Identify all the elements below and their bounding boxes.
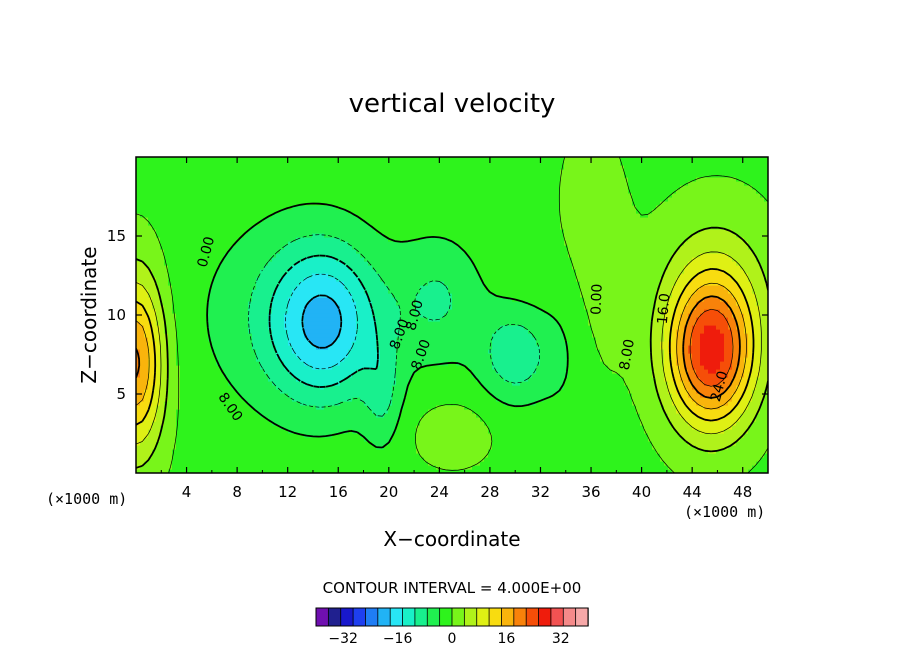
contour-label: 0.00 bbox=[195, 235, 219, 269]
x-unit-label: (×1000 m) bbox=[684, 503, 765, 521]
x-tick-label: 20 bbox=[379, 483, 398, 501]
contour-label: 16.0 bbox=[655, 293, 674, 325]
colorbar-swatch bbox=[575, 607, 589, 627]
chart-title: vertical velocity bbox=[349, 89, 556, 119]
colorbar-swatch bbox=[365, 607, 379, 627]
colorbar-swatch bbox=[463, 607, 478, 627]
colorbar-tick-label: 32 bbox=[552, 631, 570, 647]
colorbar-swatch bbox=[389, 607, 404, 627]
contour-line-12 bbox=[136, 251, 762, 445]
contour-line-neg16 bbox=[301, 294, 343, 349]
contour-line-28 bbox=[689, 308, 734, 387]
colorbar-swatch bbox=[352, 607, 367, 627]
colorbar-swatch bbox=[439, 607, 453, 627]
x-tick-label: 8 bbox=[232, 483, 242, 501]
colorbar-tick-label: −32 bbox=[328, 631, 358, 647]
colorbar-tick-label: 16 bbox=[497, 631, 515, 647]
x-axis-label: X−coordinate bbox=[383, 527, 520, 551]
x-tick-label: 36 bbox=[581, 483, 600, 501]
x-tick-label: 28 bbox=[480, 483, 499, 501]
contour-label: 8.00 bbox=[403, 298, 427, 332]
y-axis: 5 10 15 bbox=[107, 227, 768, 403]
z-unit-label: (×1000 m) bbox=[46, 490, 127, 508]
colorbar-swatch bbox=[315, 607, 330, 627]
colorbar-swatch bbox=[377, 607, 391, 627]
x-tick-label: 12 bbox=[278, 483, 297, 501]
contour-line-0 bbox=[206, 202, 569, 449]
colorbar-swatch bbox=[451, 607, 466, 627]
contour-line-24 bbox=[136, 295, 741, 399]
colorbar-frame bbox=[315, 607, 589, 627]
contour-line-8 bbox=[136, 226, 768, 469]
contour-line-neg12 bbox=[285, 273, 358, 370]
x-axis: 4 8 12 16 20 24 28 32 36 40 44 48 bbox=[160, 157, 752, 501]
colorbar-swatch bbox=[525, 607, 540, 627]
colorbar-swatch bbox=[402, 607, 416, 627]
colorbar-swatch bbox=[562, 607, 577, 627]
colorbar-swatch bbox=[414, 607, 428, 627]
x-tick-label: 48 bbox=[733, 483, 752, 501]
colorbar-tick-label: 0 bbox=[448, 631, 457, 647]
contour-line-neg8 bbox=[268, 254, 379, 388]
colorbar-swatch bbox=[513, 607, 527, 627]
contour-label: 8.00 bbox=[617, 338, 638, 371]
x-tick-label: 40 bbox=[632, 483, 651, 501]
y-axis-label: Z−coordinate bbox=[77, 246, 101, 383]
contour-label: 0.00 bbox=[589, 283, 606, 315]
contour-line-20 bbox=[136, 282, 747, 410]
colorbar-swatch bbox=[476, 607, 490, 627]
y-tick-label: 15 bbox=[107, 227, 126, 245]
contour-label: 24.0 bbox=[708, 369, 732, 403]
contour-interval-label: CONTOUR INTERVAL = 4.000E+00 bbox=[323, 579, 582, 597]
x-tick-label: 16 bbox=[329, 483, 348, 501]
y-tick-label: 10 bbox=[107, 306, 126, 324]
contour-line-neg4 bbox=[248, 234, 541, 417]
x-tick-label: 32 bbox=[531, 483, 550, 501]
colorbar: −32 −16 0 16 32 bbox=[315, 607, 589, 647]
colorbar-swatch bbox=[538, 607, 552, 627]
colorbar-tick-label: −16 bbox=[383, 631, 413, 647]
contour-lines bbox=[136, 157, 768, 473]
colorbar-swatch bbox=[488, 607, 503, 627]
x-tick-label: 44 bbox=[683, 483, 702, 501]
colorbar-swatch bbox=[327, 607, 342, 627]
contour-line-16 bbox=[136, 268, 755, 426]
contour-line-4 bbox=[136, 157, 768, 473]
y-tick-label: 5 bbox=[116, 385, 126, 403]
colorbar-swatch bbox=[501, 607, 515, 627]
x-tick-label: 4 bbox=[182, 483, 192, 501]
colorbar-swatch bbox=[426, 607, 441, 627]
colorbar-swatch bbox=[340, 607, 354, 627]
colorbar-swatch bbox=[550, 607, 564, 627]
x-tick-label: 24 bbox=[430, 483, 449, 501]
